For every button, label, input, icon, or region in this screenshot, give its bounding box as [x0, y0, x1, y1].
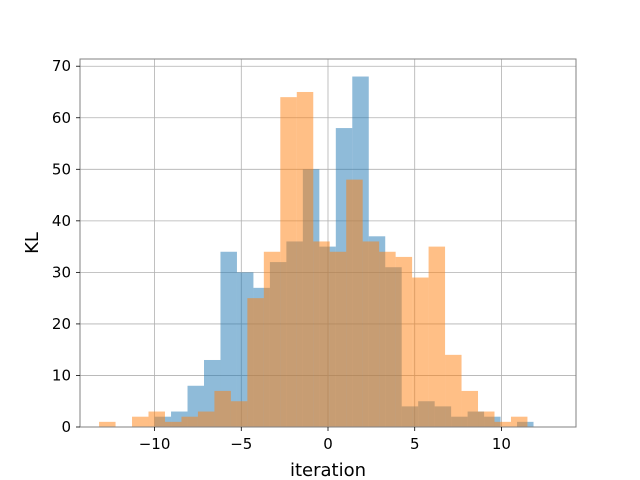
histogram-bar-series-2 — [164, 421, 182, 427]
x-tick-label: 0 — [323, 435, 333, 453]
histogram-bar-series-2 — [362, 241, 380, 427]
y-axis-label: KL — [22, 232, 43, 254]
histogram-bar-series-2 — [428, 246, 446, 427]
y-tick-label: 40 — [52, 212, 71, 230]
y-tick-label: 70 — [52, 57, 71, 75]
x-tick-label: 5 — [410, 435, 420, 453]
y-tick-label: 0 — [61, 418, 71, 436]
histogram-bar-series-2 — [230, 401, 248, 427]
x-tick-label: −5 — [230, 435, 252, 453]
x-axis-label: iteration — [290, 460, 366, 480]
histogram-bar-series-2 — [247, 298, 264, 427]
histogram-bar-series-2 — [445, 354, 462, 427]
histogram-bar-series-2 — [263, 251, 281, 427]
axis-ticks: −10 −5 0 5 10 0 10 20 30 40 50 60 70 — [52, 57, 511, 453]
histogram-bar-series-2 — [99, 421, 116, 427]
histogram-bar-series-2 — [313, 241, 330, 427]
histogram-bar-series-1 — [220, 251, 237, 427]
histogram-bar-series-2 — [478, 411, 495, 427]
histogram-bar-series-2 — [181, 416, 198, 427]
histogram-bar-series-2 — [132, 416, 149, 427]
y-tick-label: 10 — [52, 366, 71, 384]
histogram-bar-series-2 — [379, 251, 396, 427]
histogram-bar-series-2 — [494, 421, 511, 427]
histogram-bar-series-2 — [329, 251, 347, 427]
histogram-bars — [99, 76, 534, 428]
histogram-bar-series-2 — [280, 97, 297, 428]
histogram-bar-series-2 — [148, 411, 165, 427]
y-tick-label: 20 — [52, 315, 71, 333]
histogram-bar-series-2 — [296, 91, 314, 427]
y-tick-label: 30 — [52, 263, 71, 281]
x-tick-label: −10 — [139, 435, 171, 453]
histogram-bar-series-2 — [412, 277, 429, 427]
histogram-bar-series-2 — [461, 390, 479, 427]
y-tick-label: 50 — [52, 160, 71, 178]
histogram-bar-series-2 — [197, 411, 215, 427]
y-tick-label: 60 — [52, 109, 71, 127]
histogram-bar-series-2 — [395, 256, 413, 427]
histogram-bar-series-2 — [510, 416, 528, 427]
histogram-bar-series-2 — [346, 179, 363, 427]
x-tick-label: 10 — [492, 435, 511, 453]
histogram-bar-series-2 — [214, 390, 231, 427]
